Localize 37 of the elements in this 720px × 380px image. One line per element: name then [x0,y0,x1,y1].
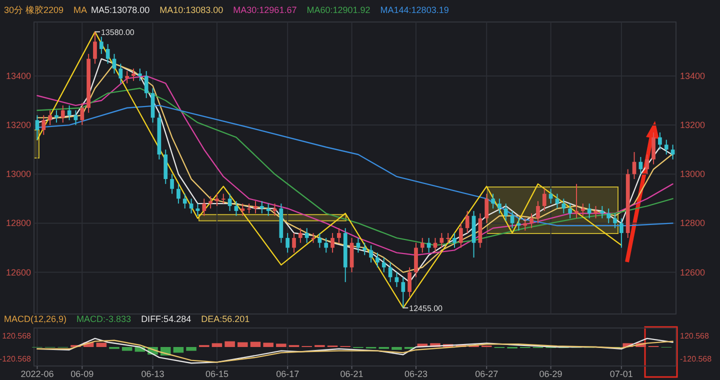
x-tick-label: 06-21 [340,369,364,379]
annotation: 13580.00 [100,28,135,37]
text: MA10:13083.00 [160,5,224,15]
x-tick-label: 06-27 [475,369,498,379]
text: MA144:12803.19 [380,5,449,15]
x-tick-label: 06-13 [141,369,164,379]
y2-tick-label: -120.568 [680,354,712,364]
y-tick-label: 13400 [6,70,31,81]
y-tick-label: 12800 [6,218,31,228]
y2-tick-label: 13000 [680,169,706,180]
text: MA60:12901.92 [306,5,370,15]
text: DEA:56.201 [201,314,250,324]
x-tick-label: 2022-06 [20,369,54,379]
y2-tick-label: 13200 [680,120,706,130]
y2-tick-label: 120.568 [680,332,710,341]
x-tick-label: 06-17 [276,369,300,379]
x-tick-label: 06-15 [205,369,228,379]
x-tick-label: 06-09 [70,369,94,379]
text: MACD:-3.833 [76,314,132,324]
y-tick-label: 13000 [6,169,31,180]
y-tick-label: -120.568 [0,354,32,364]
y-tick-label: 13200 [6,120,31,130]
y2-tick-label: 13400 [680,70,706,81]
legend-title: MA [74,5,88,15]
x-tick-label: 06-23 [404,369,428,379]
annotation: 12455.00 [409,304,444,313]
x-tick-label: 07-01 [610,369,633,379]
y2-tick-label: 12600 [680,267,706,278]
text: MA5:13078.00 [91,5,150,15]
y-tick-label: 120.568 [2,332,32,341]
y-tick-label: 12600 [6,267,31,278]
text: MA30:12961.67 [233,5,297,15]
chart-title: MACD(12,26,9) [4,314,67,324]
chart-title: 30分 橡胶2209 [4,5,64,15]
text: DIFF:54.284 [141,314,192,324]
y2-tick-label: 12800 [680,218,706,228]
x-tick-label: 06-29 [539,369,562,379]
